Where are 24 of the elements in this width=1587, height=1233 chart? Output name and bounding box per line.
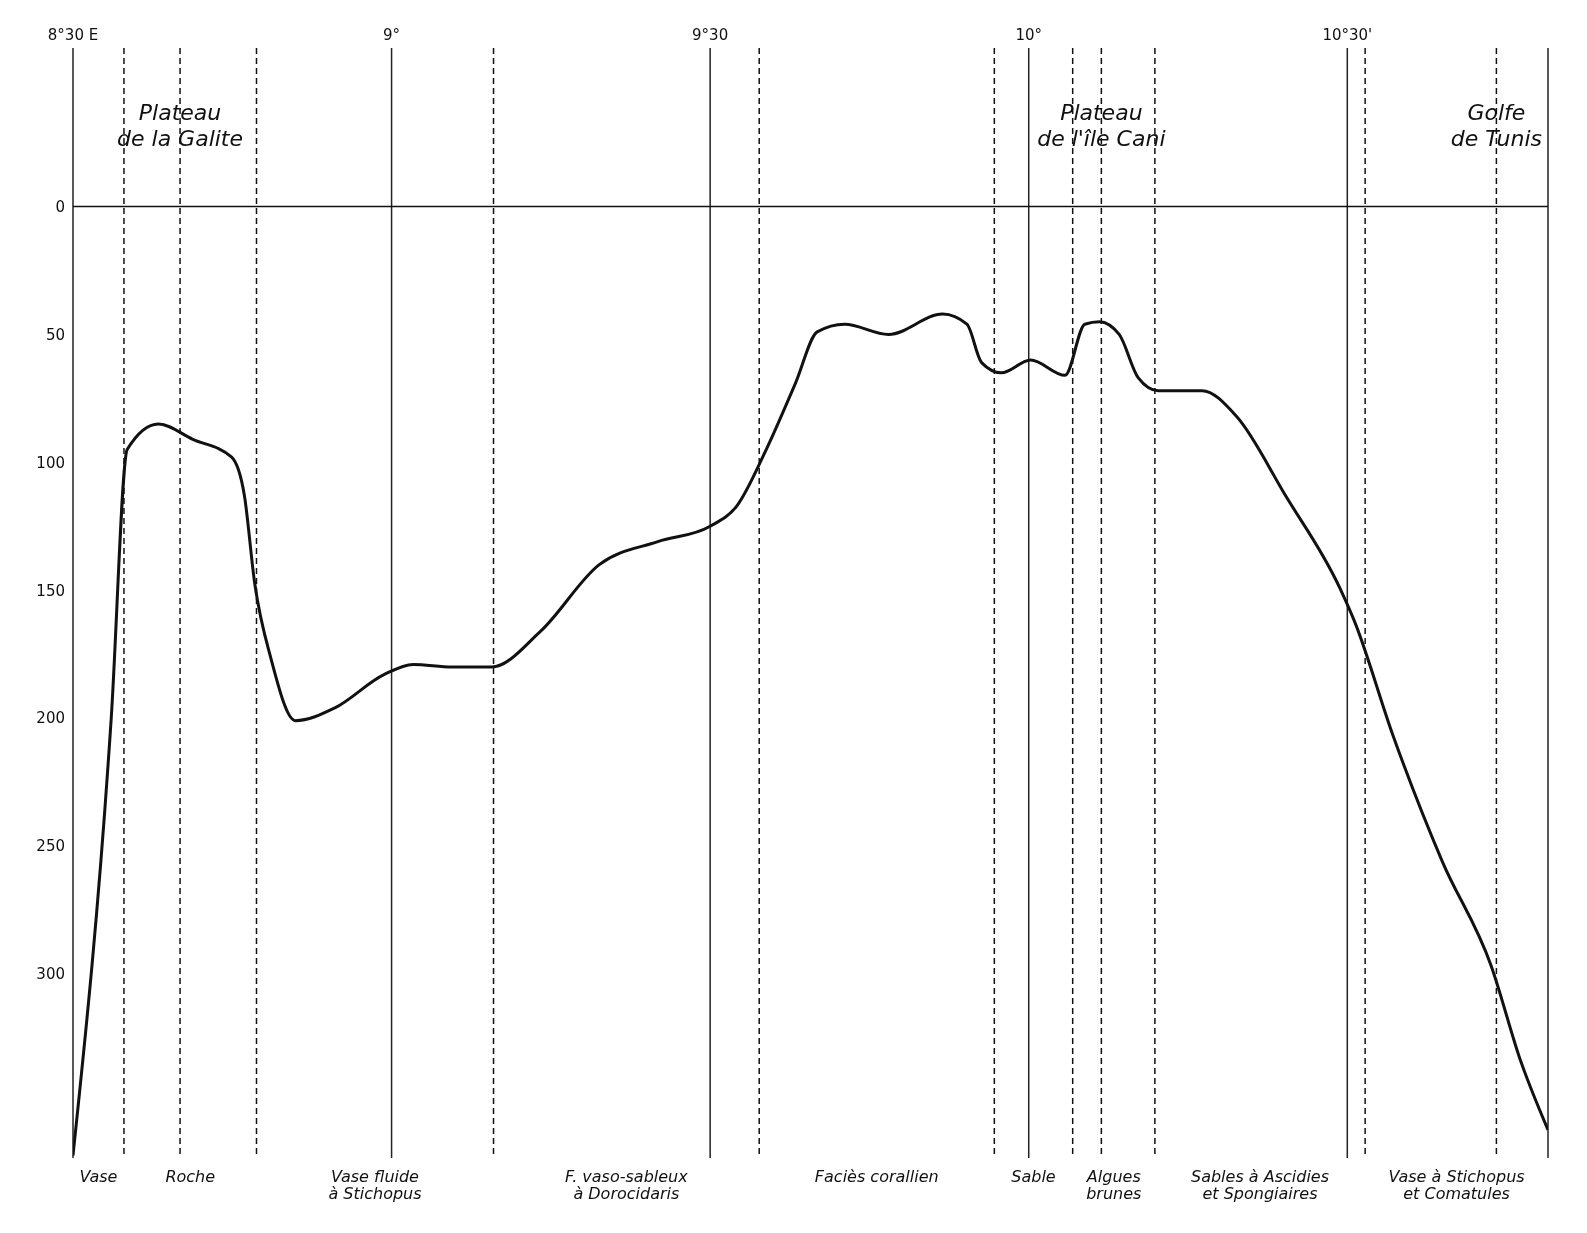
x-tick-label: 8°30 E xyxy=(47,26,99,44)
x-tick-label: 10°30' xyxy=(1322,26,1373,44)
y-tick-label: 250 xyxy=(36,837,65,856)
x-tick-label: 9°30 xyxy=(692,26,729,44)
text: Vase xyxy=(79,1167,118,1186)
x-tick-label: 9° xyxy=(383,26,401,44)
y-tick-label: 300 xyxy=(36,965,65,984)
text: Faciès corallien xyxy=(814,1167,939,1186)
text: Algues brunes xyxy=(1085,1167,1142,1203)
y-tick-label: 50 xyxy=(45,325,65,344)
ref-line-label: Plateau de l'île Cani xyxy=(1037,100,1166,151)
y-tick-label: 0 xyxy=(55,197,65,216)
ref-line-label: Plateau de la Galite xyxy=(117,100,244,151)
text: Roche xyxy=(165,1167,216,1186)
x-tick-label: 10° xyxy=(1015,26,1043,44)
text: Vase fluide à Stichopus xyxy=(328,1167,422,1203)
text: Sables à Ascidies et Spongiaires xyxy=(1190,1167,1330,1203)
y-tick-label: 150 xyxy=(36,581,65,600)
text: Vase à Stichopus et Comatules xyxy=(1388,1167,1525,1203)
text: F. vaso-sableux à Dorocidaris xyxy=(565,1167,689,1203)
y-tick-label: 200 xyxy=(36,709,65,728)
ref-line-label: Golfe de Tunis xyxy=(1450,100,1542,151)
text: Sable xyxy=(1011,1167,1056,1186)
y-tick-label: 100 xyxy=(36,453,65,472)
